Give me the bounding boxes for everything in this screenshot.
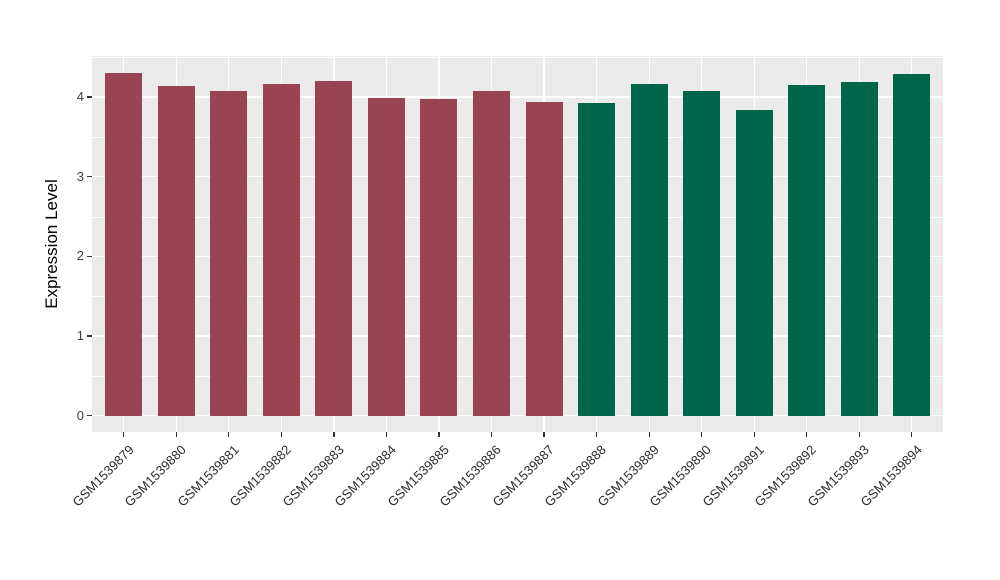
bar-GSM1539888 (578, 103, 616, 416)
y-tick-label: 2 (76, 248, 84, 264)
bar-GSM1539890 (683, 90, 721, 416)
x-tick-mark (701, 432, 703, 437)
x-tick-mark (595, 432, 598, 437)
gridline-y-major (92, 335, 943, 337)
gridline-y-major (92, 255, 943, 257)
bar-GSM1539889 (630, 83, 668, 416)
x-tick-mark (806, 432, 808, 437)
gridline-y-major (92, 96, 943, 98)
y-axis-title: Expression Level (42, 179, 61, 309)
bar-GSM1539894 (893, 73, 931, 416)
x-tick-mark (333, 432, 335, 437)
bar-GSM1539886 (473, 91, 510, 416)
x-tick-mark (385, 432, 388, 437)
bar-GSM1539892 (788, 85, 826, 416)
y-tick-label: 4 (76, 89, 84, 105)
gridline-y-minor (92, 216, 943, 218)
x-tick-mark (858, 432, 860, 437)
y-tick-mark (87, 176, 92, 178)
y-tick-mark (87, 255, 92, 257)
y-tick-label: 0 (76, 407, 84, 423)
y-tick-mark (87, 415, 92, 417)
x-tick-mark (438, 432, 440, 437)
gridline-y-major (92, 415, 943, 417)
x-tick-mark (911, 432, 913, 437)
y-tick-label: 3 (76, 168, 84, 184)
bar-GSM1539883 (315, 81, 353, 416)
plot-panel (92, 56, 943, 432)
bar-GSM1539880 (157, 85, 195, 416)
x-tick-mark (123, 432, 125, 437)
bar-GSM1539885 (420, 99, 458, 416)
bar-GSM1539881 (210, 90, 248, 416)
x-tick-mark (753, 432, 755, 437)
gridline-y-minor (92, 375, 943, 377)
bar-GSM1539893 (840, 81, 878, 416)
gridline-y-minor (92, 57, 943, 58)
gridline-y-minor (92, 136, 943, 138)
bar-GSM1539882 (262, 83, 300, 416)
y-tick-label: 1 (76, 328, 84, 344)
x-tick-mark (280, 432, 282, 437)
x-tick-mark (543, 432, 545, 437)
gridline-y-minor (92, 296, 943, 297)
x-tick-mark (175, 432, 177, 437)
x-tick-mark (648, 432, 650, 437)
bar-GSM1539891 (735, 109, 773, 416)
bar-GSM1539879 (105, 73, 143, 416)
x-tick-mark (490, 432, 493, 437)
bar-GSM1539884 (367, 97, 405, 416)
gridline-y-major (92, 176, 943, 178)
y-tick-mark (87, 96, 92, 98)
bar-GSM1539887 (525, 101, 563, 416)
x-tick-mark (228, 432, 230, 437)
y-tick-mark (87, 335, 92, 337)
